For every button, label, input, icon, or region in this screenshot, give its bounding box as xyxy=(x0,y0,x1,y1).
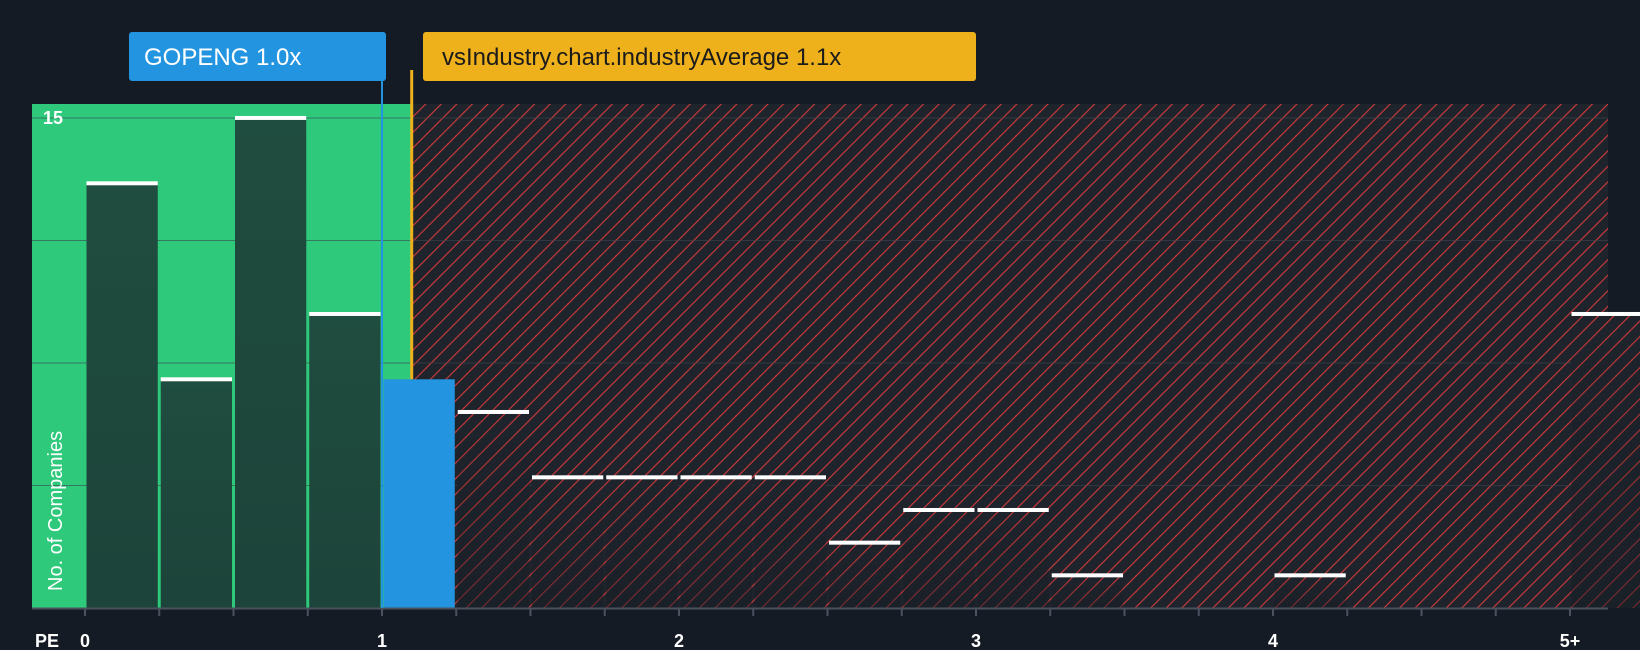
bar-cap xyxy=(457,409,529,414)
bar-shade xyxy=(235,117,307,608)
bar-shade xyxy=(86,183,158,609)
company-callout-box xyxy=(129,32,386,81)
bar-shade xyxy=(903,509,975,608)
bar-cap xyxy=(86,181,158,186)
bar-shade xyxy=(829,542,901,608)
company-callout: GOPENG 1.0x xyxy=(129,32,386,81)
industry-average-callout: vsIndustry.chart.industryAverage 1.1x xyxy=(423,32,976,81)
industry-callout-label: vsIndustry.chart.industryAverage 1.1x xyxy=(442,44,841,71)
y-tick-label: 15 xyxy=(43,108,63,128)
bar-cap xyxy=(829,540,901,545)
bars xyxy=(86,117,1640,609)
bar-shade xyxy=(457,411,529,608)
industry-callout-box xyxy=(423,32,976,81)
bar-cap xyxy=(160,377,232,382)
bar-shade xyxy=(1051,575,1123,608)
x-tick-label: 4 xyxy=(1268,631,1278,650)
bar-cap xyxy=(977,507,1049,512)
bar-cap xyxy=(309,311,381,316)
bar-shade xyxy=(1274,575,1346,608)
x-tick-label: 5+ xyxy=(1560,631,1581,650)
x-ticks: 0 1 2 3 4 5+ xyxy=(80,608,1580,650)
bar-shade xyxy=(606,477,678,608)
bar-cap xyxy=(754,475,826,480)
bar-cap xyxy=(1274,573,1346,578)
bar-shade xyxy=(1571,313,1640,608)
company-callout-label: GOPENG 1.0x xyxy=(144,44,301,71)
bar-company xyxy=(383,379,455,608)
bar-cap xyxy=(1571,311,1640,316)
bar-shade xyxy=(754,477,826,608)
bar-shade xyxy=(532,477,604,608)
bar-shade xyxy=(680,477,752,608)
bar-shade xyxy=(977,509,1049,608)
bar-cap xyxy=(680,475,752,480)
bar-shade xyxy=(160,379,232,608)
bar-caps xyxy=(86,115,1640,578)
x-tick-label: 1 xyxy=(377,631,387,650)
bar-cap xyxy=(532,475,604,480)
x-tick-label: 0 xyxy=(80,631,90,650)
bar-shade xyxy=(309,313,381,608)
x-tick-label: 3 xyxy=(971,631,981,650)
y-axis-label: No. of Companies xyxy=(45,431,67,591)
bar-cap xyxy=(1051,573,1123,578)
x-tick-label: 2 xyxy=(674,631,684,650)
bar-cap xyxy=(606,475,678,480)
bar-cap xyxy=(903,507,975,512)
bar-cap xyxy=(235,115,307,120)
x-axis-label: PE xyxy=(35,631,59,650)
